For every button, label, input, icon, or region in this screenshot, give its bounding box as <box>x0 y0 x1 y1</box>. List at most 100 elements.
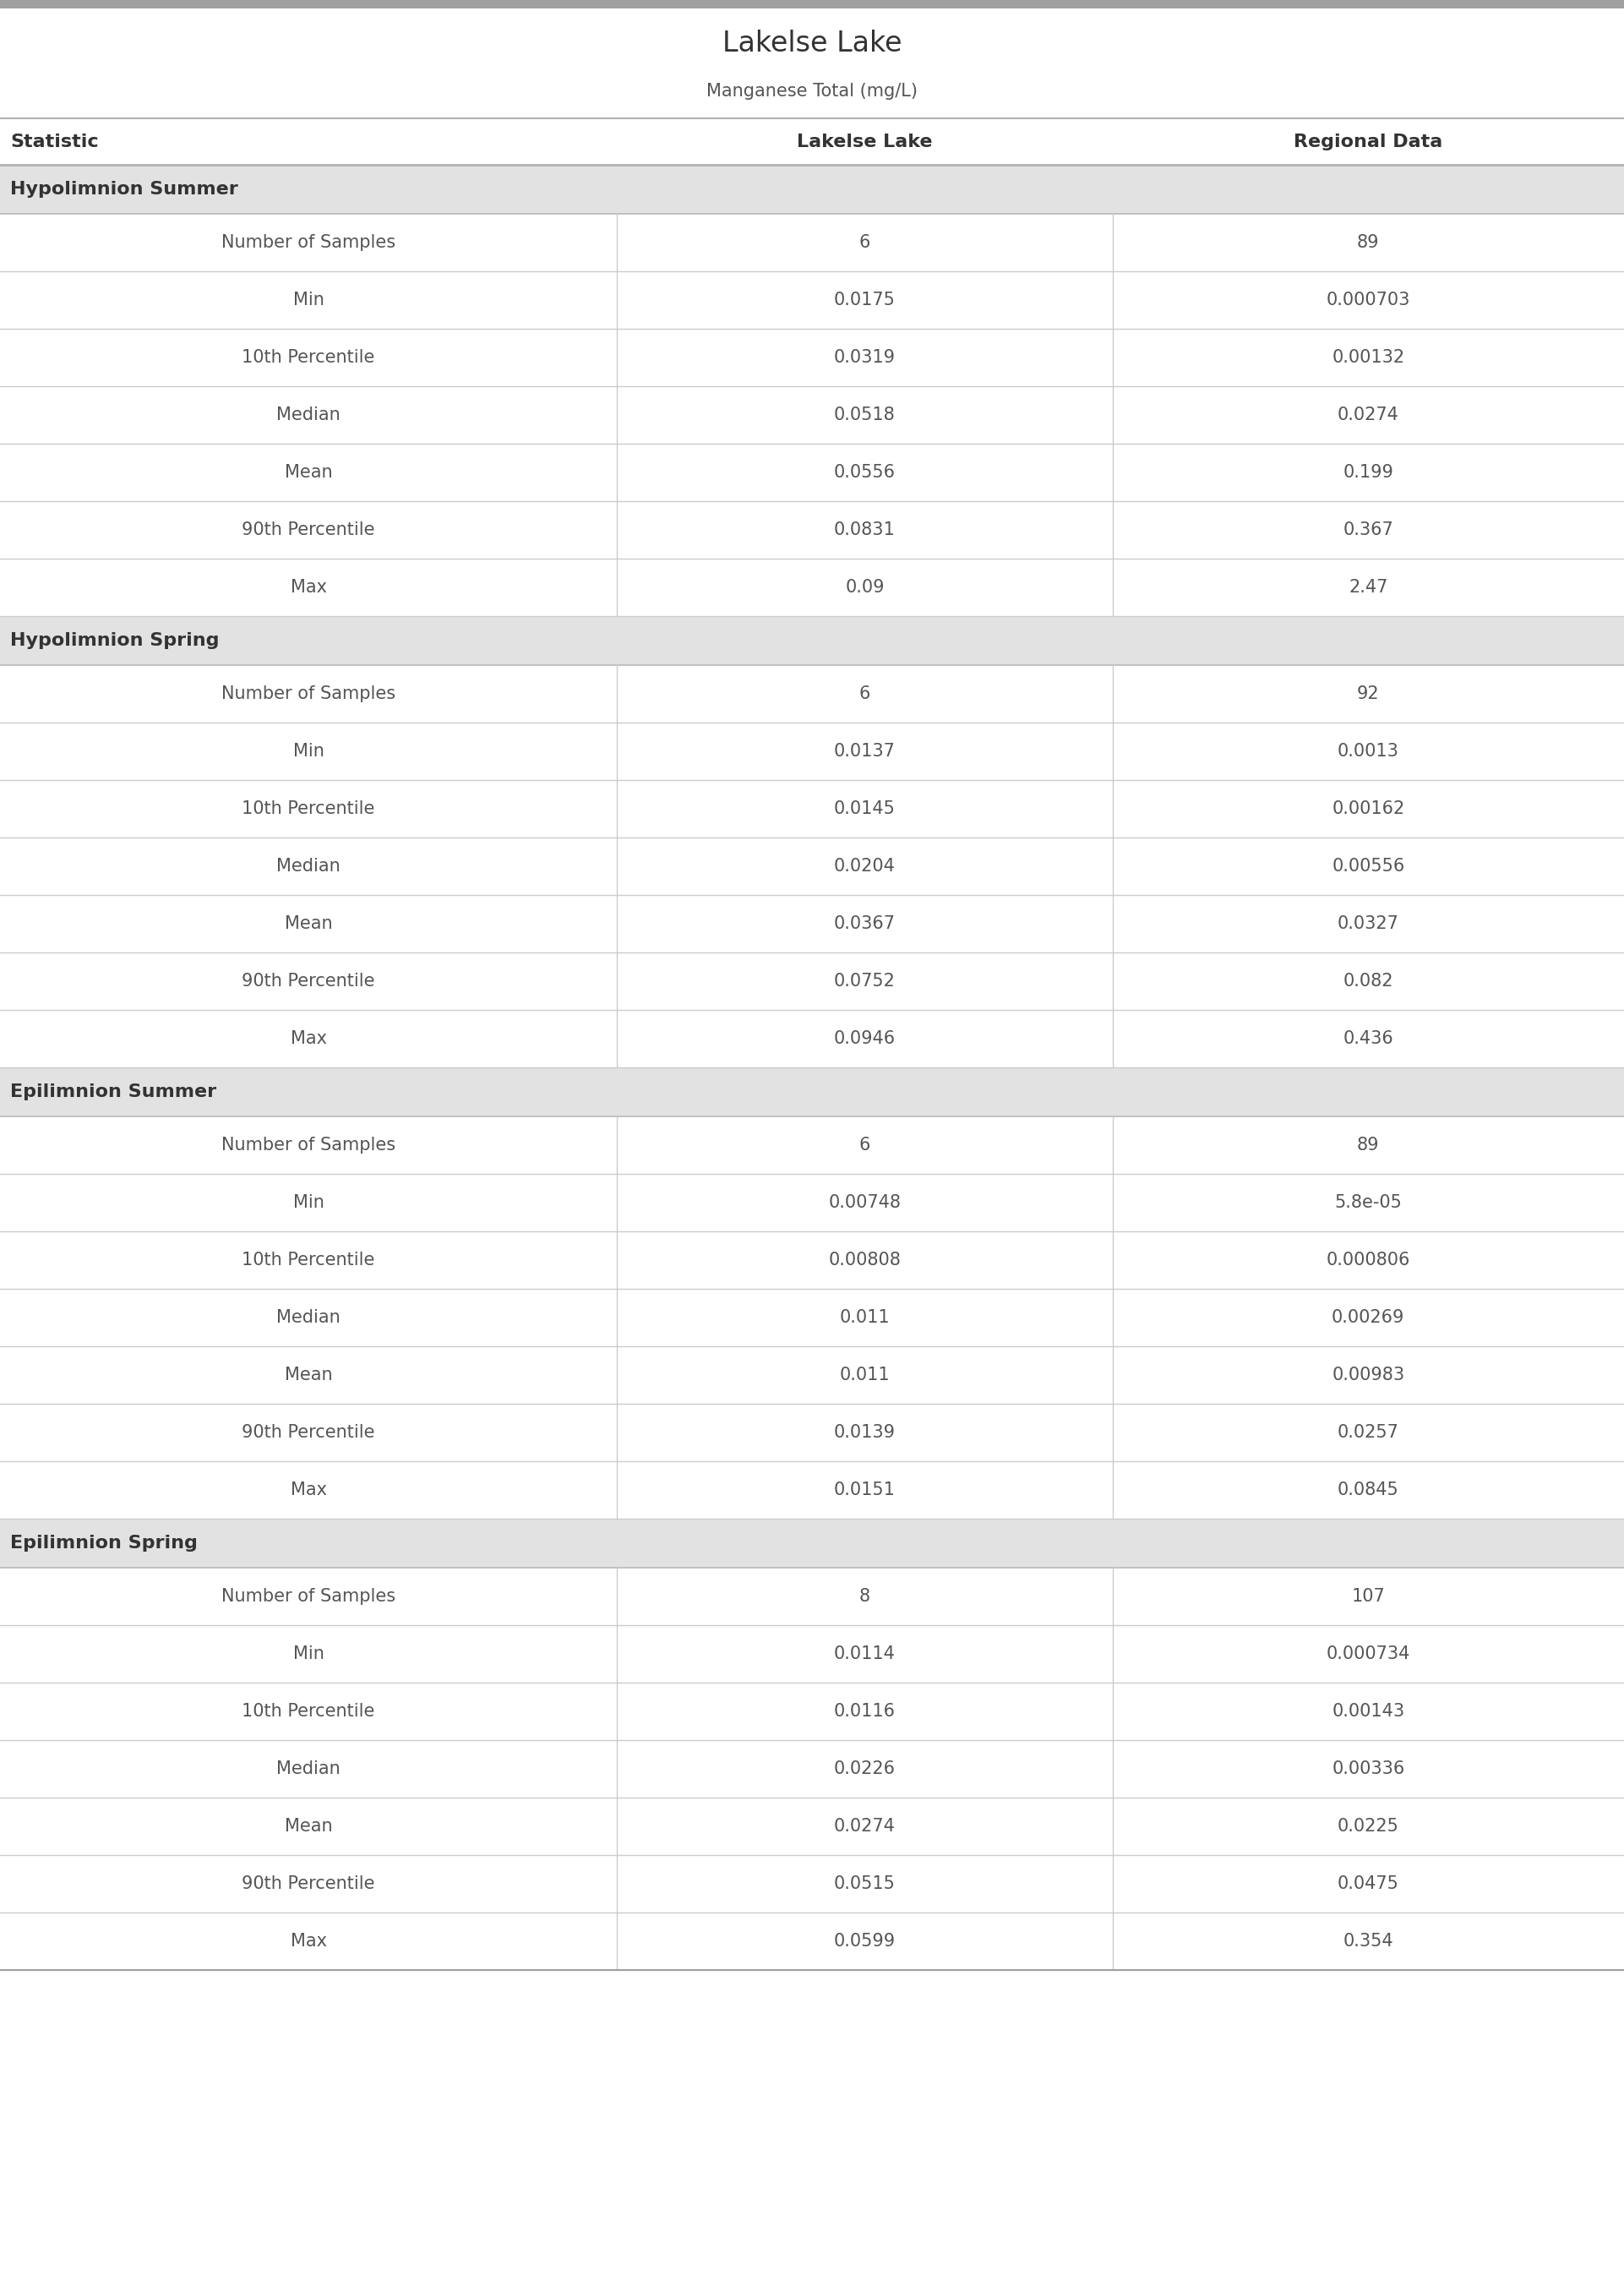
Bar <box>0 1569 1624 1625</box>
Bar <box>0 1174 1624 1230</box>
Text: 0.199: 0.199 <box>1343 463 1393 481</box>
Text: 0.00983: 0.00983 <box>1332 1367 1405 1382</box>
Bar <box>0 329 1624 386</box>
Bar <box>0 1230 1624 1289</box>
Text: 10th Percentile: 10th Percentile <box>242 1251 375 1269</box>
Text: 107: 107 <box>1351 1589 1385 1605</box>
Bar <box>0 443 1624 502</box>
Text: 0.0319: 0.0319 <box>835 350 895 365</box>
Text: Number of Samples: Number of Samples <box>221 1137 396 1153</box>
Text: 10th Percentile: 10th Percentile <box>242 801 375 817</box>
Text: 0.00808: 0.00808 <box>828 1251 901 1269</box>
Bar <box>0 781 1624 838</box>
Text: Epilimnion Summer: Epilimnion Summer <box>10 1083 216 1101</box>
Text: 6: 6 <box>859 1137 870 1153</box>
Text: 0.436: 0.436 <box>1343 1031 1393 1046</box>
Bar <box>0 1625 1624 1682</box>
Text: 0.0752: 0.0752 <box>835 974 895 990</box>
Bar <box>0 665 1624 722</box>
Text: 0.0515: 0.0515 <box>835 1875 895 1893</box>
Text: Number of Samples: Number of Samples <box>221 234 396 252</box>
Text: 0.0175: 0.0175 <box>835 291 895 309</box>
Bar <box>0 722 1624 781</box>
Text: Number of Samples: Number of Samples <box>221 686 396 701</box>
Text: 0.0225: 0.0225 <box>1338 1818 1398 1834</box>
Bar <box>0 213 1624 272</box>
Bar <box>0 1855 1624 1914</box>
Text: 6: 6 <box>859 686 870 701</box>
Text: 0.011: 0.011 <box>840 1367 890 1382</box>
Text: Median: Median <box>276 1762 341 1777</box>
Bar <box>0 1682 1624 1741</box>
Bar <box>0 953 1624 1010</box>
Text: 0.0145: 0.0145 <box>835 801 895 817</box>
Bar <box>0 1462 1624 1519</box>
Text: 8: 8 <box>859 1589 870 1605</box>
Text: 0.0137: 0.0137 <box>835 742 895 760</box>
Text: 0.0367: 0.0367 <box>835 915 895 933</box>
Text: 0.000703: 0.000703 <box>1327 291 1410 309</box>
Text: 0.0151: 0.0151 <box>835 1482 895 1498</box>
Text: Regional Data: Regional Data <box>1294 134 1442 150</box>
Text: Min: Min <box>292 1646 325 1662</box>
Text: Mean: Mean <box>284 463 333 481</box>
Text: 6: 6 <box>859 234 870 252</box>
Text: Mean: Mean <box>284 915 333 933</box>
Bar <box>0 1403 1624 1462</box>
Text: 0.000734: 0.000734 <box>1327 1646 1410 1662</box>
Text: 89: 89 <box>1358 234 1379 252</box>
Text: 0.00143: 0.00143 <box>1332 1702 1405 1721</box>
Text: Number of Samples: Number of Samples <box>221 1589 396 1605</box>
Text: Hypolimnion Spring: Hypolimnion Spring <box>10 631 219 649</box>
Text: 0.0139: 0.0139 <box>835 1423 895 1441</box>
Text: 0.354: 0.354 <box>1343 1932 1393 1950</box>
Bar <box>0 1741 1624 1798</box>
Text: Lakelse Lake: Lakelse Lake <box>723 30 901 57</box>
Bar <box>0 272 1624 329</box>
Text: 0.0475: 0.0475 <box>1338 1875 1398 1893</box>
Text: 90th Percentile: 90th Percentile <box>242 1423 375 1441</box>
Text: Lakelse Lake: Lakelse Lake <box>797 134 932 150</box>
Text: Max: Max <box>291 579 326 595</box>
Text: Min: Min <box>292 1194 325 1212</box>
Text: Epilimnion Spring: Epilimnion Spring <box>10 1535 198 1553</box>
Text: Manganese Total (mg/L): Manganese Total (mg/L) <box>706 82 918 100</box>
Text: 0.00336: 0.00336 <box>1332 1762 1405 1777</box>
Text: 0.0274: 0.0274 <box>835 1818 895 1834</box>
Text: Min: Min <box>292 742 325 760</box>
Text: 0.0114: 0.0114 <box>835 1646 895 1662</box>
Text: 89: 89 <box>1358 1137 1379 1153</box>
Text: Min: Min <box>292 291 325 309</box>
Text: 0.00132: 0.00132 <box>1332 350 1405 365</box>
Text: Max: Max <box>291 1031 326 1046</box>
Bar <box>0 1914 1624 1970</box>
Text: Median: Median <box>276 406 341 424</box>
Bar <box>0 386 1624 443</box>
Text: Max: Max <box>291 1932 326 1950</box>
Text: 90th Percentile: 90th Percentile <box>242 1875 375 1893</box>
Text: Hypolimnion Summer: Hypolimnion Summer <box>10 182 239 197</box>
Text: 0.367: 0.367 <box>1343 522 1393 538</box>
Text: 0.011: 0.011 <box>840 1310 890 1326</box>
Text: 0.0327: 0.0327 <box>1338 915 1398 933</box>
Text: 0.09: 0.09 <box>844 579 885 595</box>
Text: 0.0946: 0.0946 <box>833 1031 896 1046</box>
Bar <box>0 615 1624 665</box>
Text: 0.0257: 0.0257 <box>1338 1423 1398 1441</box>
Text: Median: Median <box>276 1310 341 1326</box>
Bar <box>0 0 1624 9</box>
Text: 10th Percentile: 10th Percentile <box>242 350 375 365</box>
Text: 0.0274: 0.0274 <box>1338 406 1398 424</box>
Bar <box>0 1010 1624 1067</box>
Bar <box>0 1117 1624 1174</box>
Text: 0.00162: 0.00162 <box>1332 801 1405 817</box>
Text: 2.47: 2.47 <box>1348 579 1389 595</box>
Text: 10th Percentile: 10th Percentile <box>242 1702 375 1721</box>
Text: 0.0556: 0.0556 <box>835 463 895 481</box>
Bar <box>0 1519 1624 1569</box>
Text: 0.0116: 0.0116 <box>835 1702 895 1721</box>
Text: Max: Max <box>291 1482 326 1498</box>
Text: 90th Percentile: 90th Percentile <box>242 522 375 538</box>
Text: 0.0599: 0.0599 <box>833 1932 896 1950</box>
Text: 0.00269: 0.00269 <box>1332 1310 1405 1326</box>
